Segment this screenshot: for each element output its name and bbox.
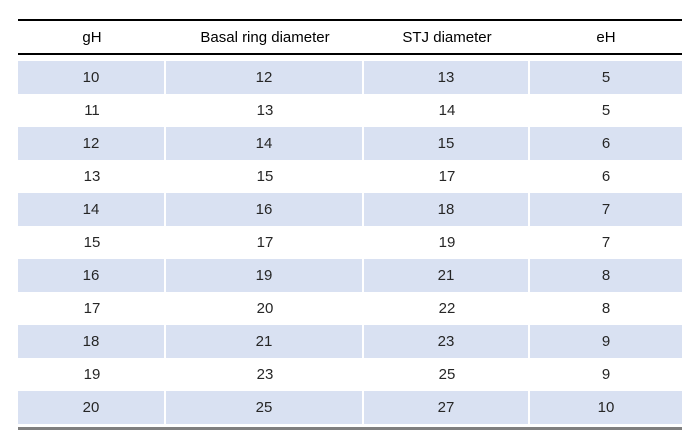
table-row: 16 19 21 8 <box>18 259 682 292</box>
table-row: 17 20 22 8 <box>18 292 682 325</box>
table-cell: 14 <box>18 193 166 226</box>
table-cell: 20 <box>256 300 274 317</box>
table-cell: 13 <box>83 168 101 185</box>
table-cell: 9 <box>530 325 682 358</box>
table-cell: 12 <box>18 127 166 160</box>
table-cell: 25 <box>438 366 456 383</box>
table-cell: 12 <box>166 61 364 94</box>
table-row: 14 16 18 7 <box>18 193 682 226</box>
table-cell: 14 <box>166 127 364 160</box>
table-row: 19 23 25 9 <box>18 358 682 391</box>
table-cell: 20 <box>18 391 166 424</box>
table-cell: 25 <box>166 391 364 424</box>
table-cell: 11 <box>84 102 100 119</box>
table-cell: 7 <box>530 193 682 226</box>
table-cell: 7 <box>601 234 611 251</box>
table-header-row: gH Basal ring diameter STJ diameter eH <box>18 21 682 53</box>
table-cell: 13 <box>256 102 274 119</box>
table-cell: 19 <box>166 259 364 292</box>
table-body: 10 12 13 5 11 13 14 5 12 14 15 6 13 15 17 6 14 16 18 7 15 17 1… <box>18 61 682 424</box>
table-row: 12 14 15 6 <box>18 127 682 160</box>
table-cell: 23 <box>364 325 530 358</box>
table-cell: 16 <box>166 193 364 226</box>
table-cell: 27 <box>364 391 530 424</box>
table-cell: 19 <box>438 234 456 251</box>
table-cell: 16 <box>18 259 166 292</box>
table-row: 18 21 23 9 <box>18 325 682 358</box>
table-cell: 10 <box>530 391 682 424</box>
column-header: Basal ring diameter <box>200 28 330 46</box>
table-cell: 17 <box>438 168 456 185</box>
table-cell: 9 <box>601 366 611 383</box>
table-cell: 18 <box>18 325 166 358</box>
table-row: 15 17 19 7 <box>18 226 682 259</box>
column-header: eH <box>596 28 616 46</box>
table-cell: 6 <box>601 168 611 185</box>
table-cell: 15 <box>256 168 274 185</box>
table-cell: 13 <box>364 61 530 94</box>
table-row: 20 25 27 10 <box>18 391 682 424</box>
table-cell: 10 <box>18 61 166 94</box>
table-cell: 17 <box>83 300 101 317</box>
table-cell: 21 <box>364 259 530 292</box>
table-row: 10 12 13 5 <box>18 61 682 94</box>
table-top-rule <box>18 19 682 21</box>
sizing-table: gH Basal ring diameter STJ diameter eH 10 12… <box>18 19 682 430</box>
table-cell: 21 <box>166 325 364 358</box>
table-cell: 17 <box>256 234 274 251</box>
table-cell: 15 <box>364 127 530 160</box>
column-header: STJ diameter <box>402 28 492 46</box>
table-cell: 18 <box>364 193 530 226</box>
table-cell: 23 <box>256 366 274 383</box>
table-cell: 6 <box>530 127 682 160</box>
table-cell: 8 <box>601 300 611 317</box>
table-cell: 15 <box>83 234 101 251</box>
table-cell: 5 <box>530 61 682 94</box>
table-row: 13 15 17 6 <box>18 160 682 193</box>
table-cell: 5 <box>601 102 611 119</box>
header-bottom-rule <box>18 53 682 55</box>
table-cell: 19 <box>83 366 101 383</box>
table-bottom-rule <box>18 427 682 430</box>
column-header: gH <box>82 28 102 46</box>
table-row: 11 13 14 5 <box>18 94 682 127</box>
table-cell: 8 <box>530 259 682 292</box>
table-cell: 22 <box>438 300 456 317</box>
table-cell: 14 <box>438 102 456 119</box>
